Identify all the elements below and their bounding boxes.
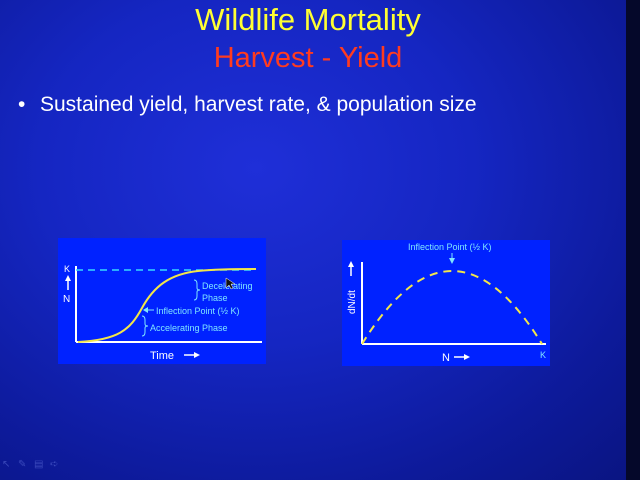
mouse-cursor-icon <box>225 277 236 290</box>
bullet-dot-icon: • <box>18 93 26 116</box>
slideshow-toolbar: ↖ ✎ ▤ ➪ <box>2 460 60 472</box>
decelerating-brace-icon <box>193 279 201 301</box>
inflection-label: Inflection Point (½ K) <box>408 242 492 252</box>
k-label: K <box>540 350 546 360</box>
slide-subtitle: Harvest - Yield <box>213 42 403 74</box>
menu-icon[interactable]: ▤ <box>34 459 44 470</box>
bullet-item: • Sustained yield, harvest rate, & popula… <box>18 93 477 117</box>
y-axis-label: N <box>63 294 70 305</box>
growth-rate-diagram: Inflection Point (½ K) dN/dt N K <box>342 240 550 366</box>
y-axis-label: dN/dt <box>347 290 358 314</box>
accelerating-brace-icon <box>141 315 149 337</box>
slide-title: Wildlife Mortality <box>195 2 421 37</box>
arrow-icon[interactable]: ↖ <box>2 459 11 470</box>
pen-icon[interactable]: ✎ <box>18 459 27 470</box>
inflection-label: Inflection Point (½ K) <box>156 306 240 316</box>
next-icon[interactable]: ➪ <box>50 459 59 470</box>
screen-edge <box>626 0 640 480</box>
logistic-curve <box>77 268 257 343</box>
accelerating-label: Accelerating Phase <box>150 323 228 333</box>
logistic-growth-diagram: K N Decelerating Phase Inflection Point … <box>58 238 266 364</box>
growth-rate-curve <box>361 270 543 345</box>
x-axis-label: Time <box>150 350 174 362</box>
k-label: K <box>64 264 70 274</box>
decelerating-label-2: Phase <box>202 293 228 303</box>
bullet-text: Sustained yield, harvest rate, & populat… <box>40 93 477 116</box>
x-axis-label: N <box>442 352 450 364</box>
